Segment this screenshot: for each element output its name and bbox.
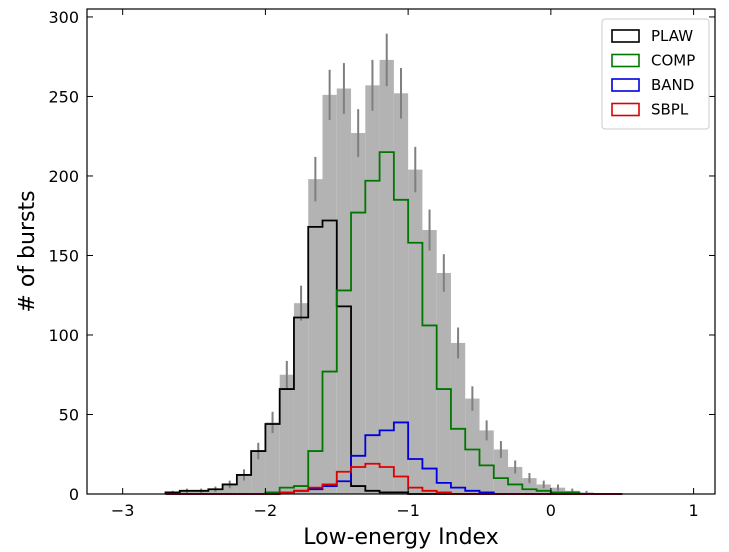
x-tick-label: −3 bbox=[111, 501, 135, 520]
total-bar bbox=[365, 85, 380, 494]
legend-box bbox=[601, 18, 710, 130]
total-bar bbox=[479, 430, 494, 494]
total-bar bbox=[308, 179, 323, 495]
total-bar bbox=[450, 342, 466, 494]
legend-swatch-plaw bbox=[611, 29, 640, 43]
legend-label-comp: COMP bbox=[651, 52, 695, 70]
y-tick-label: 250 bbox=[48, 87, 79, 106]
y-axis-label: # of bursts bbox=[15, 190, 40, 312]
total-bar bbox=[436, 272, 451, 494]
total-bar bbox=[265, 422, 280, 494]
total-bar bbox=[422, 230, 437, 495]
total-bar bbox=[379, 59, 394, 494]
legend: PLAW COMP BAND SBPL bbox=[601, 18, 710, 130]
y-tick-label: 150 bbox=[48, 246, 79, 265]
total-bar bbox=[508, 466, 523, 494]
total-bar bbox=[322, 94, 337, 495]
total-bar bbox=[279, 374, 294, 494]
y-tick-label: 200 bbox=[48, 167, 79, 186]
total-bar bbox=[236, 474, 252, 494]
legend-swatch-band bbox=[611, 78, 640, 92]
axis-ticks: −3 −2 −1 0 1 0 50 100 150 200 250 300 bbox=[48, 8, 715, 520]
x-tick-label: −2 bbox=[254, 501, 278, 520]
y-tick-label: 0 bbox=[69, 485, 79, 504]
axes-frame bbox=[86, 8, 716, 495]
total-bar bbox=[351, 133, 366, 495]
legend-label-plaw: PLAW bbox=[651, 27, 693, 45]
plot-area bbox=[164, 33, 623, 495]
y-tick-label: 300 bbox=[48, 8, 79, 27]
legend-label-band: BAND bbox=[651, 76, 694, 94]
total-bar bbox=[536, 484, 551, 494]
legend-label-sbpl: SBPL bbox=[651, 101, 689, 119]
x-axis-label: Low-energy Index bbox=[303, 525, 498, 550]
y-tick-label: 100 bbox=[48, 326, 79, 345]
y-tick-label: 50 bbox=[59, 405, 79, 424]
total-bar bbox=[465, 398, 480, 494]
x-tick-label: −1 bbox=[396, 501, 420, 520]
total-bar bbox=[293, 303, 309, 494]
total-bar bbox=[408, 169, 423, 494]
legend-swatch-comp bbox=[611, 53, 640, 68]
legend-swatch-sbpl bbox=[611, 102, 640, 117]
x-tick-label: 0 bbox=[546, 501, 556, 520]
total-bar bbox=[493, 449, 509, 494]
total-bar bbox=[393, 93, 409, 494]
x-tick-label: 1 bbox=[688, 501, 698, 520]
total-bar bbox=[222, 484, 237, 494]
total-bar bbox=[251, 451, 266, 494]
